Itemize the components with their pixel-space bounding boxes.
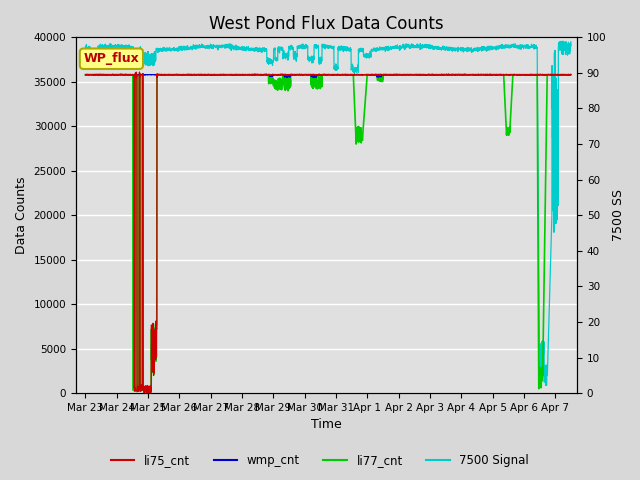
Text: WP_flux: WP_flux xyxy=(84,52,140,65)
X-axis label: Time: Time xyxy=(311,419,342,432)
Y-axis label: Data Counts: Data Counts xyxy=(15,177,28,254)
Y-axis label: 7500 SS: 7500 SS xyxy=(612,189,625,241)
Legend: li75_cnt, wmp_cnt, li77_cnt, 7500 Signal: li75_cnt, wmp_cnt, li77_cnt, 7500 Signal xyxy=(106,449,534,472)
Title: West Pond Flux Data Counts: West Pond Flux Data Counts xyxy=(209,15,444,33)
